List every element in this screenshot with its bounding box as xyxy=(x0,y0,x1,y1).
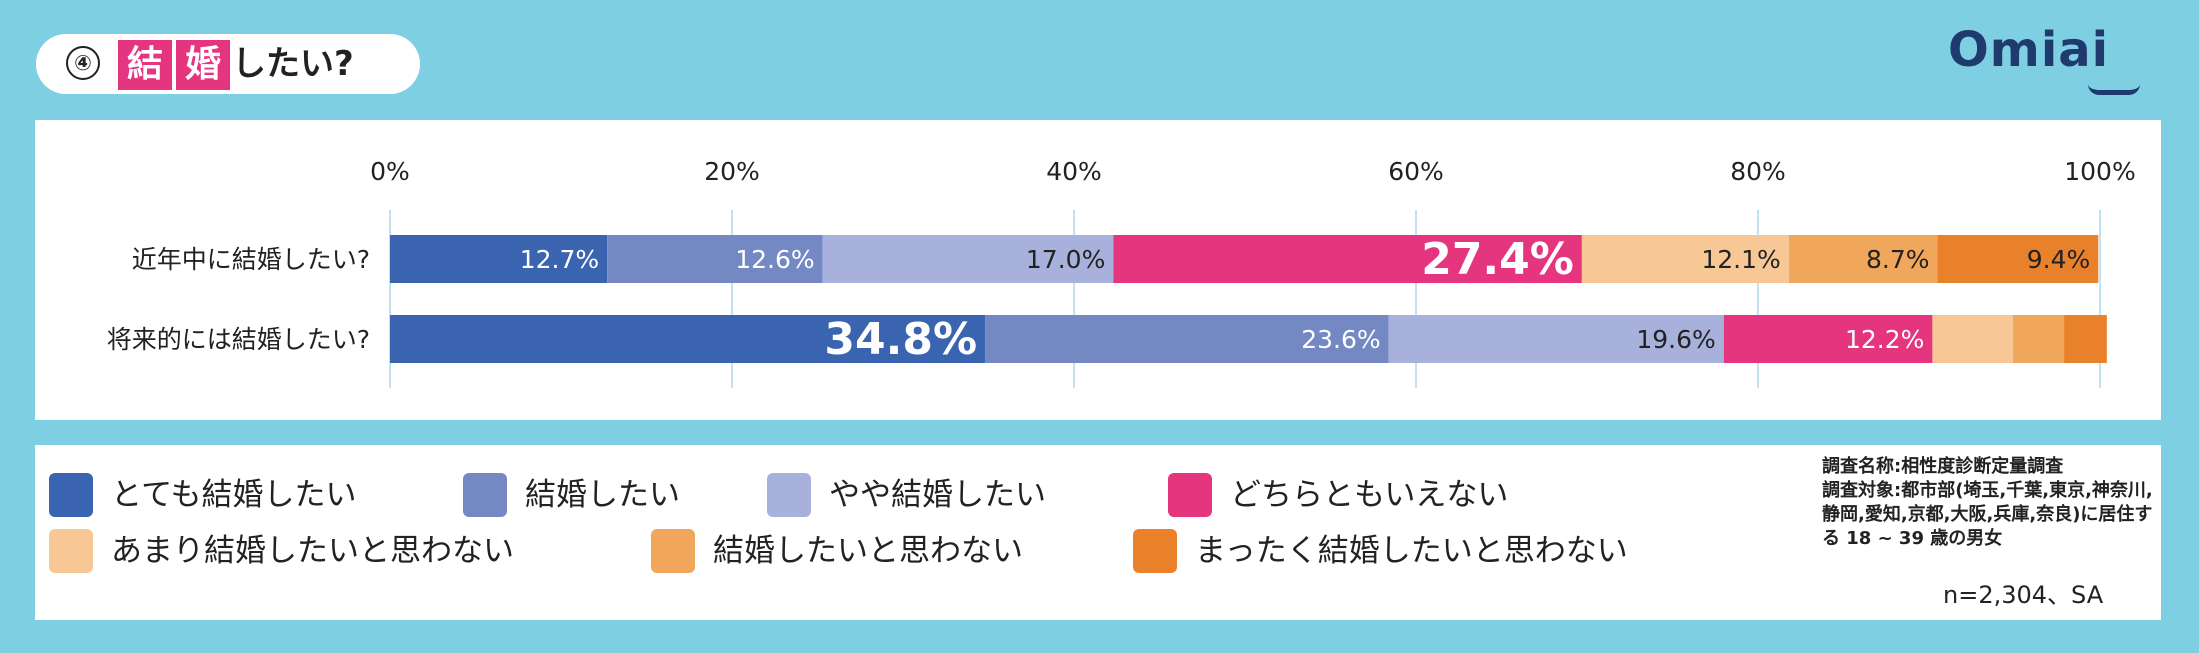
legend-swatch xyxy=(651,529,695,573)
survey-line-1: 調査名称:相性度診断定量調査 xyxy=(1822,456,2064,477)
category-label: 近年中に結婚したい? xyxy=(132,245,370,274)
sample-size: n=2,304、SA xyxy=(1943,581,2104,609)
data-label: 12.1% xyxy=(1701,245,1780,274)
survey-line-3: 静岡,愛知,京都,大阪,兵庫,奈良)に居住す xyxy=(1822,504,2153,525)
logo-swoosh xyxy=(2088,84,2140,95)
legend-label: やや結婚したい xyxy=(829,477,1046,513)
title-kanji-2: 婚 xyxy=(176,40,230,90)
bar-segment xyxy=(1932,315,2013,363)
data-label: 27.4% xyxy=(1421,234,1574,285)
data-label: 12.6% xyxy=(735,245,814,274)
legend-swatch xyxy=(463,473,507,517)
survey-line-2: 調査対象:都市部(埼玉,千葉,東京,神奈川, xyxy=(1822,480,2153,501)
bar-segment xyxy=(2012,315,2065,363)
chart-panel: 0% 20% 40% 60% 80% 100% 近年中に結婚したい? 将来的には結婚したい? 1… xyxy=(35,120,2161,420)
survey-line-4: る 18 ~ 39 歳の男女 xyxy=(1822,528,2003,549)
x-tick-label: 40% xyxy=(1046,157,1102,186)
omiai-logo: Omiai xyxy=(1948,22,2148,98)
x-tick-label: 80% xyxy=(1730,157,1786,186)
bar-segment xyxy=(1581,235,1789,283)
x-tick-label: 0% xyxy=(370,157,410,186)
question-number: ④ xyxy=(66,46,100,80)
bar-segment xyxy=(1937,235,2099,283)
data-label: 23.6% xyxy=(1301,325,1380,354)
x-tick-label: 20% xyxy=(704,157,760,186)
logo-text: Omiai xyxy=(1948,22,2110,78)
bar-segment xyxy=(985,315,1389,363)
chart-title-pill: ④ 結 婚 したい? xyxy=(36,34,420,94)
legend-swatch xyxy=(49,473,93,517)
data-label: 17.0% xyxy=(1026,245,1105,274)
legend-swatch xyxy=(49,529,93,573)
legend-label: 結婚したいと思わない xyxy=(713,533,1023,569)
data-label: 9.4% xyxy=(2027,245,2091,274)
stacked-bar-chart: 0% 20% 40% 60% 80% 100% 近年中に結婚したい? 将来的には結婚したい? 1… xyxy=(107,157,2136,388)
bar-segment xyxy=(390,315,986,363)
x-tick-label: 100% xyxy=(2064,157,2135,186)
survey-info: 調査名称:相性度診断定量調査 調査対象:都市部(埼玉,千葉,東京,神奈川, 静岡… xyxy=(1822,455,2153,551)
bar-segment xyxy=(1788,235,1938,283)
title-kanji-1: 結 xyxy=(118,40,172,90)
legend-label: どちらともいえない xyxy=(1230,477,1509,513)
data-label: 34.8% xyxy=(824,314,977,365)
legend-label: あまり結婚したいと思わない xyxy=(111,533,514,569)
x-tick-label: 60% xyxy=(1388,157,1444,186)
bar-segment xyxy=(1388,315,1724,363)
data-label: 19.6% xyxy=(1636,325,1715,354)
bar-segment xyxy=(2064,315,2107,363)
data-label: 12.7% xyxy=(520,245,599,274)
legend-label: 結婚したい xyxy=(525,477,680,513)
legend-panel: とても結婚したい 結婚したい やや結婚したい どちらともいえないあまり結婚したいと思わ… xyxy=(35,445,2161,620)
bar-segment xyxy=(822,235,1114,283)
data-label: 12.2% xyxy=(1845,325,1924,354)
legend-label: まったく結婚したいと思わない xyxy=(1195,533,1628,569)
bar-segment xyxy=(1113,235,1582,283)
legend-swatch xyxy=(1133,529,1177,573)
legend-label: とても結婚したい xyxy=(111,477,357,513)
legend-swatch xyxy=(767,473,811,517)
bar-segment xyxy=(607,235,823,283)
data-label: 8.7% xyxy=(1866,245,1930,274)
legend-swatch xyxy=(1168,473,1212,517)
category-label: 将来的には結婚したい? xyxy=(107,325,370,354)
title-suffix: したい? xyxy=(232,44,354,84)
bar-segment xyxy=(390,235,608,283)
bar-segment xyxy=(1723,315,1933,363)
